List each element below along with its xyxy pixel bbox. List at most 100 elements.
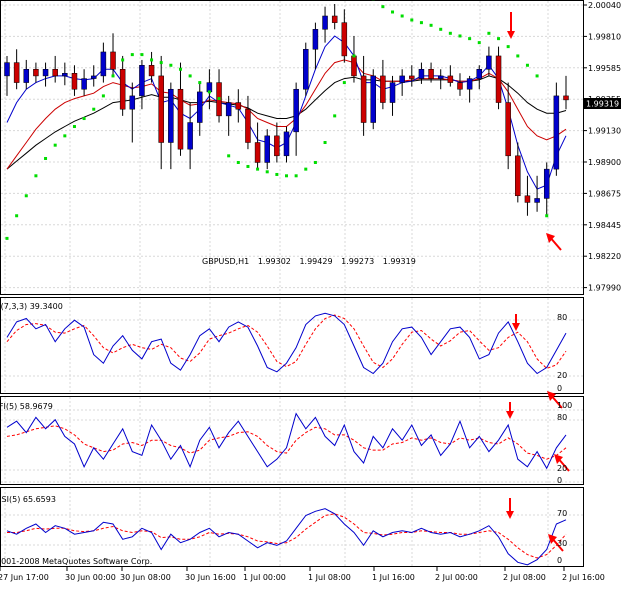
time-tick-label: 30 Jun 00:00 [65,573,116,582]
copyright-text: 2001-2008 MetaQuotes Software Corp. [0,557,152,566]
price-tick-label: 1.98445 [588,221,621,230]
sar-dot [179,68,182,71]
sar-dot [169,64,172,67]
candle-body [159,76,164,143]
time-tick-label: 2 Jul 08:00 [503,573,546,582]
time-tick-label: 30 Jun 16:00 [185,573,236,582]
open-value: 1.99302 [258,257,291,266]
candle-body [236,103,241,110]
sar-dot [73,125,76,128]
rsi-level-70: 70 [557,509,567,518]
sar-dot [497,37,500,40]
candle-body [178,89,183,149]
candle-body [62,73,67,76]
sar-dot [121,58,124,61]
candle-body [371,76,376,123]
candle-body [111,52,116,69]
sar-dot [410,18,413,21]
candle-body [255,143,260,163]
sar-dot [430,24,433,27]
price-tick-label: 2.00040 [588,1,621,10]
sar-dot [536,74,539,77]
candle-body [535,198,540,202]
candle-body [477,69,482,78]
stoch-pane[interactable] [1,298,584,394]
candle-body [168,89,173,142]
candle-body [226,103,231,116]
candle-body [294,89,299,132]
sar-dot [420,21,423,24]
stoch-label: Stoch(7,3,3) 39.3400 [0,302,63,311]
rsi-pane[interactable] [1,488,584,567]
sar-dot [526,64,529,67]
sar-dot [449,32,452,35]
sar-dot [246,165,249,168]
candle-body [303,49,308,89]
sar-dot [516,54,519,57]
price-tick-label: 1.98220 [588,252,621,261]
candle-body [91,76,96,79]
rsi-level-30: 30 [557,539,567,548]
candle-body [544,169,549,198]
sar-dot [150,58,153,61]
sar-dot [391,10,394,13]
price-tick-label: 1.98900 [588,158,621,167]
mfi-level-0: 0 [557,476,562,485]
time-tick-label: 30 Jun 08:00 [120,573,171,582]
sar-dot [439,28,442,31]
candle-body [149,65,154,76]
sar-dot [208,90,211,93]
sar-dot [189,74,192,77]
candle-body [380,76,385,103]
candle-body [197,92,202,123]
candle-body [82,79,87,90]
sar-dot [237,161,240,164]
candle-body [313,29,318,49]
sar-dot [160,61,163,64]
sar-dot [343,81,346,84]
candle-body [419,69,424,78]
sar-dot [304,168,307,171]
sar-dot [314,161,317,164]
sar-dot [83,117,86,120]
sar-dot [381,5,384,8]
close-value: 1.99319 [383,257,416,266]
mfi-level-100: 100 [557,401,572,410]
stoch-level-0: 0 [557,384,562,393]
sar-dot [218,97,221,100]
main-price-pane[interactable] [1,1,584,295]
candle-body [24,69,29,82]
candle [554,83,559,176]
candle-body [265,136,270,163]
sar-dot [131,53,134,56]
sar-dot [102,94,105,97]
candle-body [390,83,395,103]
sar-dot [256,168,259,171]
sar-dot [266,170,269,173]
mfi-pane[interactable] [1,397,584,485]
candle-body [409,76,414,79]
candle [496,47,501,110]
candle [371,69,376,129]
sar-dot [324,141,327,144]
candle-body [506,103,511,156]
sar-dot [25,194,28,197]
sar-dot [401,14,404,17]
time-tick-label: 1 Jul 00:00 [243,573,286,582]
mfi-label: MFI(5) 58.9679 [0,402,53,411]
candle-body [245,109,250,142]
sar-dot [44,157,47,160]
time-tick-label: 1 Jul 08:00 [308,573,351,582]
time-tick-label: 1 Jul 16:00 [372,573,415,582]
candle [303,43,308,96]
candle-body [323,16,328,29]
current-price-badge: 1.99319 [586,100,619,109]
price-tick-label: 1.99130 [588,127,621,136]
ohlc-label: GBPUSD,H1 1.99302 1.99429 1.99273 1.9931… [202,257,416,266]
candle-body [361,76,366,123]
candle-body [188,123,193,150]
stoch-level-80: 80 [557,313,567,322]
